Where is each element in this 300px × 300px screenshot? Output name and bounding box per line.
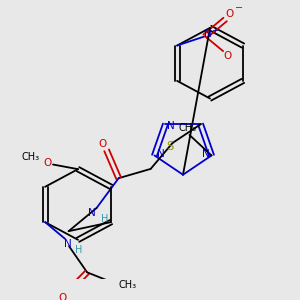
Text: N: N <box>204 29 212 39</box>
Text: H: H <box>101 214 108 224</box>
Text: N: N <box>64 238 72 248</box>
Text: N: N <box>157 148 164 159</box>
Text: O: O <box>223 51 231 61</box>
Text: O: O <box>43 158 51 168</box>
Text: N: N <box>167 121 175 131</box>
Text: O: O <box>225 9 233 19</box>
Text: −: − <box>235 3 243 14</box>
Text: S: S <box>166 140 173 153</box>
Text: CH₃: CH₃ <box>178 123 196 133</box>
Text: CH₃: CH₃ <box>118 280 136 290</box>
Text: N: N <box>88 208 95 218</box>
Text: O: O <box>98 139 107 149</box>
Text: H: H <box>75 245 83 255</box>
Text: N: N <box>202 148 209 159</box>
Text: CH₃: CH₃ <box>22 152 40 162</box>
Text: +: + <box>212 26 218 35</box>
Text: O: O <box>58 293 66 300</box>
